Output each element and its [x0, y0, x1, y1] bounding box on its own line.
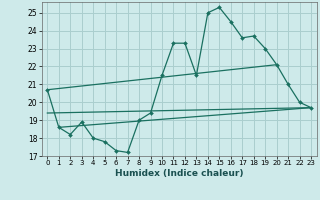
X-axis label: Humidex (Indice chaleur): Humidex (Indice chaleur)	[115, 169, 244, 178]
